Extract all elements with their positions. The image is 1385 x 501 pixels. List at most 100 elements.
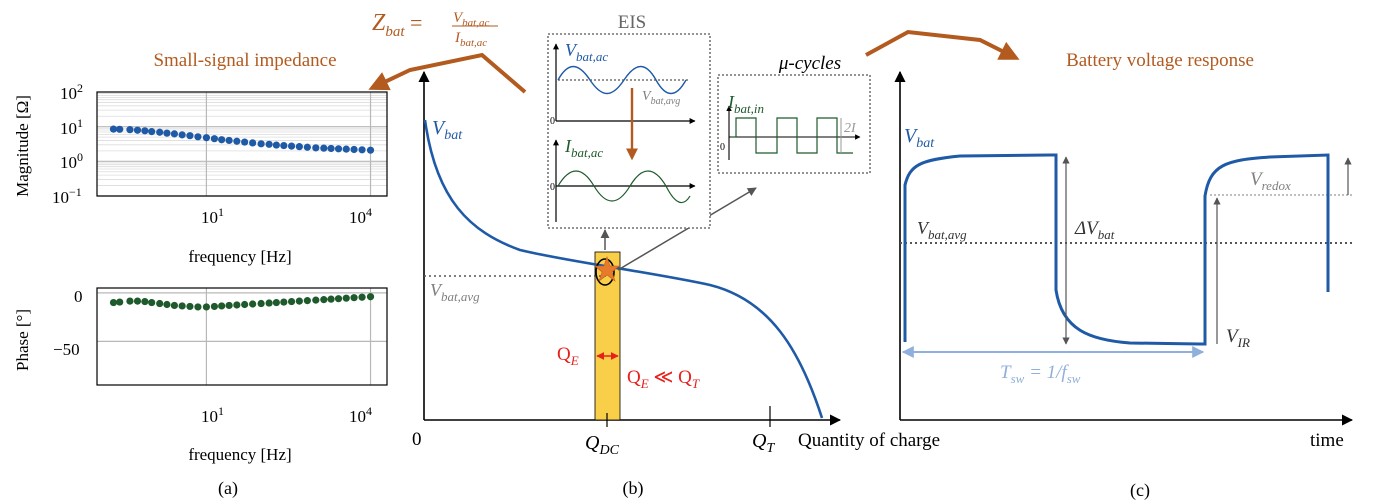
phase-xtick-1: 104 <box>349 404 372 426</box>
phase-point <box>218 302 226 310</box>
magnitude-point <box>194 133 202 141</box>
phase-point <box>249 300 257 308</box>
phase-point <box>241 300 249 309</box>
qe-label: QE <box>557 344 579 368</box>
magnitude-point <box>126 126 134 134</box>
origin-label: 0 <box>412 429 422 450</box>
magnitude-point <box>358 146 366 154</box>
magnitude-point <box>320 144 328 152</box>
mu-zero: 0 <box>720 142 725 153</box>
panel-b-x-label: Quantity of charge <box>798 430 940 451</box>
phase-point <box>334 295 343 303</box>
magnitude-point <box>280 141 288 150</box>
phase-point <box>170 301 179 310</box>
magnitude-point <box>312 144 320 152</box>
phase-axes-frame <box>96 287 388 386</box>
magnitude-point <box>133 126 142 134</box>
phase-point <box>133 297 142 305</box>
mag-ytick-2: 100 <box>60 150 83 172</box>
z-bat-denominator: Ibat,ac <box>454 30 487 49</box>
magnitude-point <box>148 128 156 136</box>
phase-point <box>163 300 171 309</box>
phase-grid <box>97 288 387 385</box>
eis-title: EIS <box>618 12 647 33</box>
operating-point-star <box>594 256 620 282</box>
mag-xtick-1: 104 <box>349 205 372 227</box>
mag-ytick-1: 101 <box>60 116 83 138</box>
mu-square-wave <box>731 117 853 154</box>
magnitude-point <box>342 145 350 153</box>
magnitude-point <box>350 145 358 154</box>
vir-label: VIR <box>1226 326 1250 350</box>
panel-a: Small-signal impedance 102 101 100 10−1 … <box>13 50 388 499</box>
phase-point <box>342 294 350 302</box>
phase-plot: 0 −50 101 104 frequency [Hz] Phase [°] <box>13 287 388 464</box>
eis-voltage-wave <box>557 65 687 95</box>
magnitude-point <box>156 128 164 136</box>
panel-c-title: Battery voltage response <box>1066 50 1254 71</box>
eis-current-wave <box>557 170 691 204</box>
magnitude-point <box>109 125 118 133</box>
phase-point <box>280 298 288 306</box>
z-bat-symbol: Zbat = <box>372 10 422 40</box>
phase-point <box>265 299 273 307</box>
vredox-label: Vredox <box>1250 169 1291 193</box>
magnitude-point <box>202 134 211 142</box>
eis-box <box>547 33 711 229</box>
phase-point <box>210 302 219 311</box>
impedance-equation: Zbat = Vbat,ac Ibat,ac <box>372 10 498 49</box>
phase-point <box>366 293 375 301</box>
mu-amp-label: 2I <box>844 121 857 136</box>
magnitude-point <box>233 137 241 145</box>
delta-v-label: ΔVbat <box>1074 218 1115 242</box>
eis-vavg-label: Vbat,avg <box>642 89 680 107</box>
phase-point <box>202 303 211 311</box>
phase-point <box>303 297 311 305</box>
vbat-label-b: Vbat <box>432 117 463 143</box>
phase-point <box>320 296 328 304</box>
magnitude-point <box>295 143 303 151</box>
vbat-label-c: Vbat <box>904 125 935 151</box>
magnitude-point <box>303 143 311 151</box>
mag-ytick-3: 10−1 <box>52 185 82 207</box>
phase-point <box>327 295 335 303</box>
vbat-avg-label-c: Vbat,avg <box>917 218 967 242</box>
phase-point <box>287 297 296 306</box>
phase-x-label: frequency [Hz] <box>188 445 291 464</box>
mag-ytick-0: 102 <box>60 81 83 103</box>
qe-relation: QE ≪ QT <box>627 367 700 391</box>
phase-point <box>257 299 265 308</box>
magnitude-point <box>249 139 257 147</box>
battery-voltage-waveform <box>903 153 1330 346</box>
panel-a-title: Small-signal impedance <box>153 50 336 71</box>
magnitude-x-ticks: 101 104 <box>201 205 372 227</box>
magnitude-point <box>241 138 249 146</box>
panel-a-caption: (a) <box>218 478 238 499</box>
eis-zero-1: 0 <box>550 116 555 127</box>
operating-point-loop <box>595 258 615 286</box>
phase-point <box>148 298 156 307</box>
phase-point <box>194 303 202 311</box>
panel-b: Vbat Vbat,avg 0 QDC QT Quantity of charg… <box>412 12 940 499</box>
phase-y-ticks: 0 −50 <box>53 287 83 359</box>
magnitude-y-label: Magnitude [Ω] <box>13 95 32 197</box>
magnitude-point <box>163 129 171 137</box>
phase-point <box>141 297 149 306</box>
vbat-avg-label-b: Vbat,avg <box>430 280 480 304</box>
panel-c-x-label: time <box>1310 430 1344 451</box>
phase-point <box>233 301 241 309</box>
magnitude-point <box>287 142 296 150</box>
magnitude-point <box>272 141 280 149</box>
phase-point <box>350 294 358 302</box>
phase-point <box>109 298 118 307</box>
magnitude-point <box>141 127 149 135</box>
magnitude-plot: 102 101 100 10−1 101 104 frequency [Hz] … <box>13 81 388 266</box>
phase-point <box>156 299 164 308</box>
magnitude-point <box>186 132 194 140</box>
phase-point <box>186 302 194 311</box>
phase-point <box>178 302 186 310</box>
magnitude-point <box>225 136 233 145</box>
mag-xtick-0: 101 <box>201 205 224 227</box>
panel-b-caption: (b) <box>623 478 644 499</box>
phase-series <box>109 293 375 311</box>
